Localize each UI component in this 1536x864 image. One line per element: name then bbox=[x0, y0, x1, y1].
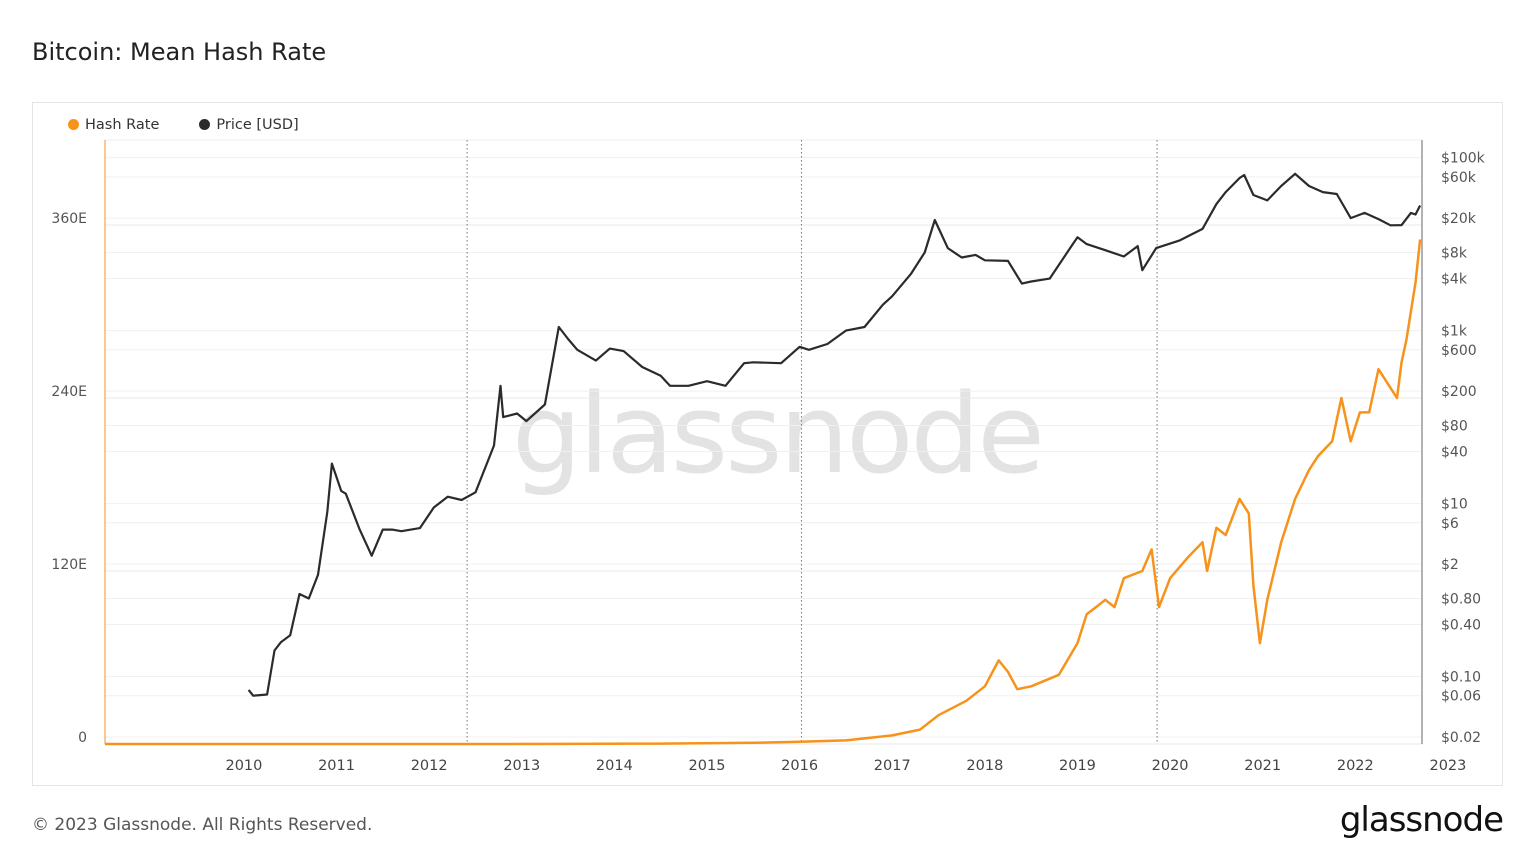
legend-label: Hash Rate bbox=[85, 117, 160, 133]
left-tick-label: 120E bbox=[51, 557, 87, 573]
right-tick-label: $6 bbox=[1441, 516, 1459, 532]
legend-item-hash-rate[interactable]: Hash Rate bbox=[68, 117, 159, 133]
x-tick-label: 2020 bbox=[1152, 758, 1189, 774]
chart-panel bbox=[32, 102, 1503, 786]
right-tick-label: $0.06 bbox=[1441, 689, 1481, 705]
copyright: © 2023 Glassnode. All Rights Reserved. bbox=[32, 815, 373, 835]
x-tick-label: 2022 bbox=[1337, 758, 1374, 774]
price-line bbox=[247, 172, 1422, 697]
x-tick-label: 2010 bbox=[225, 758, 262, 774]
legend-dot bbox=[68, 119, 79, 130]
legend-dot bbox=[199, 119, 211, 130]
hash-rate-line bbox=[105, 239, 1422, 746]
legend-label: Price [USD] bbox=[216, 117, 299, 133]
right-tick-label: $8k bbox=[1441, 246, 1468, 262]
right-tick-label: $0.80 bbox=[1441, 591, 1481, 607]
right-tick-label: $4k bbox=[1441, 272, 1468, 288]
x-tick-label: 2017 bbox=[874, 758, 911, 774]
right-tick-label: $2 bbox=[1441, 557, 1459, 573]
x-tick-label: 2019 bbox=[1059, 758, 1096, 774]
right-tick-label: $0.10 bbox=[1441, 670, 1481, 686]
right-tick-label: $10 bbox=[1441, 497, 1468, 513]
x-tick-label: 2012 bbox=[411, 758, 448, 774]
right-tick-label: $40 bbox=[1441, 445, 1468, 461]
x-tick-label: 2021 bbox=[1244, 758, 1281, 774]
right-tick-label: $200 bbox=[1441, 384, 1477, 400]
x-tick-label: 2013 bbox=[503, 758, 540, 774]
right-tick-label: $0.02 bbox=[1441, 730, 1481, 746]
legend-item-price[interactable]: Price [USD] bbox=[199, 117, 299, 133]
right-tick-label: $20k bbox=[1441, 211, 1477, 227]
right-tick-label: $0.40 bbox=[1441, 617, 1481, 633]
glassnode-logo: glassnode bbox=[1339, 800, 1504, 840]
left-tick-label: 360E bbox=[51, 211, 87, 227]
right-tick-label: $1k bbox=[1441, 324, 1468, 340]
x-tick-label: 2018 bbox=[966, 758, 1003, 774]
x-tick-label: 2016 bbox=[781, 758, 818, 774]
left-tick-label: 240E bbox=[51, 384, 87, 400]
right-tick-label: $60k bbox=[1441, 170, 1477, 186]
x-tick-label: 2014 bbox=[596, 758, 633, 774]
plot-area bbox=[104, 139, 1423, 745]
right-tick-label: $100k bbox=[1441, 151, 1486, 167]
left-tick-label: 0 bbox=[78, 730, 87, 746]
legend: Hash Rate Price [USD] bbox=[68, 117, 299, 133]
page-title: Bitcoin: Mean Hash Rate bbox=[32, 38, 327, 66]
x-tick-label: 2015 bbox=[689, 758, 726, 774]
right-tick-label: $600 bbox=[1441, 343, 1477, 359]
x-tick-label: 2023 bbox=[1429, 758, 1466, 774]
right-tick-label: $80 bbox=[1441, 418, 1468, 434]
x-tick-label: 2011 bbox=[318, 758, 355, 774]
